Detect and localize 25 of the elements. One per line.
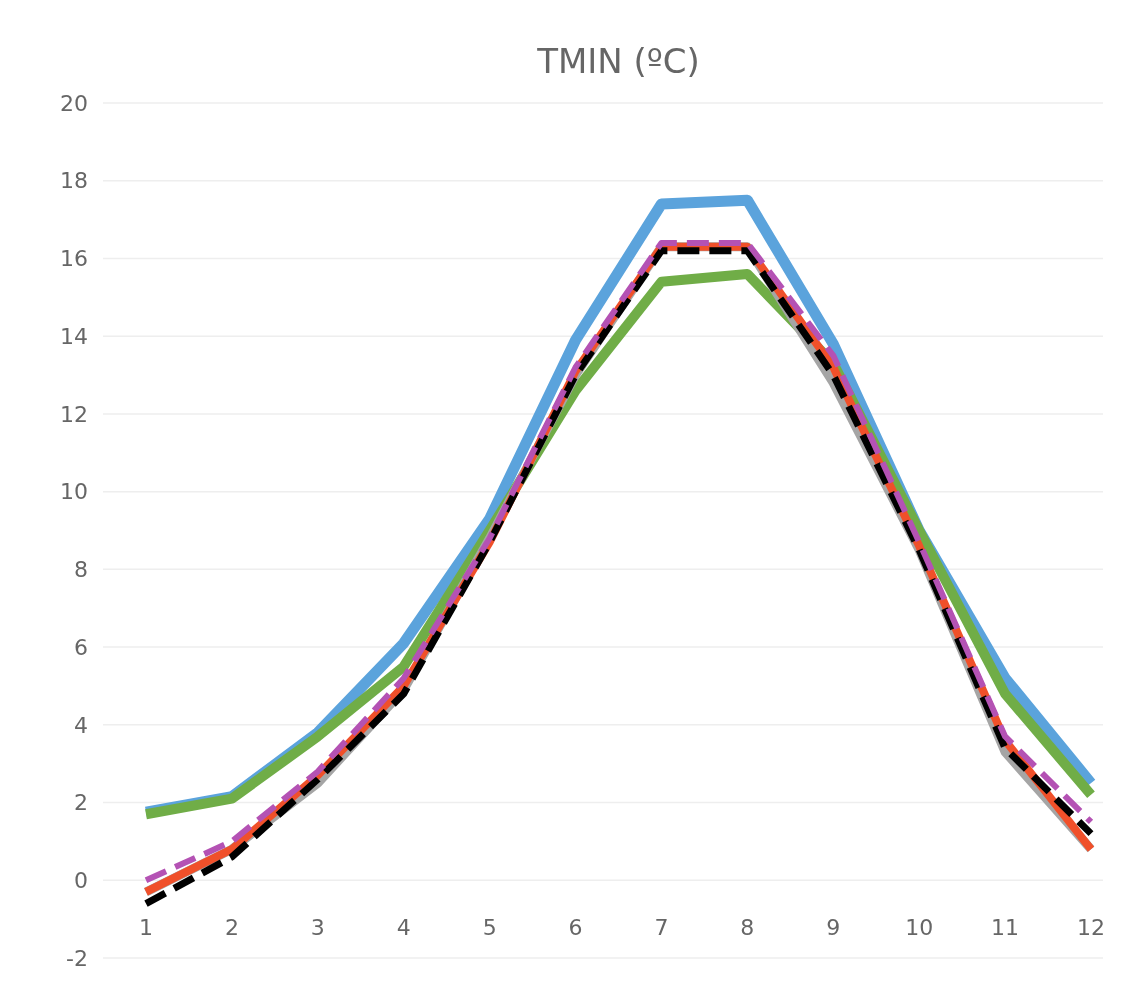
x-tick-label: 6: [568, 915, 583, 941]
y-tick-label: 8: [74, 557, 88, 583]
y-tick-label: 14: [60, 323, 88, 349]
y-tick-label: 6: [74, 634, 88, 660]
x-tick-label: 10: [905, 915, 934, 941]
y-tick-label: 20: [60, 90, 88, 116]
x-tick-label: 9: [826, 915, 841, 941]
x-tick-label: 2: [224, 915, 239, 941]
x-tick-label: 5: [482, 915, 497, 941]
y-tick-label: 12: [60, 401, 88, 427]
y-tick-label: -2: [66, 945, 88, 971]
x-tick-label: 3: [310, 915, 325, 941]
x-tick-label: 11: [991, 915, 1020, 941]
y-tick-label: 4: [74, 712, 88, 738]
x-tick-label: 1: [139, 915, 153, 941]
y-tick-label: 10: [60, 479, 88, 505]
chart-title: TMIN (ºC): [536, 41, 700, 81]
y-tick-label: 16: [60, 246, 88, 272]
x-tick-label: 8: [740, 915, 755, 941]
x-tick-label: 4: [396, 915, 411, 941]
x-tick-label: 12: [1077, 915, 1105, 941]
y-tick-label: 2: [74, 790, 88, 816]
y-tick-label: 0: [74, 867, 88, 893]
y-tick-label: 18: [60, 168, 88, 194]
x-tick-label: 7: [654, 915, 669, 941]
